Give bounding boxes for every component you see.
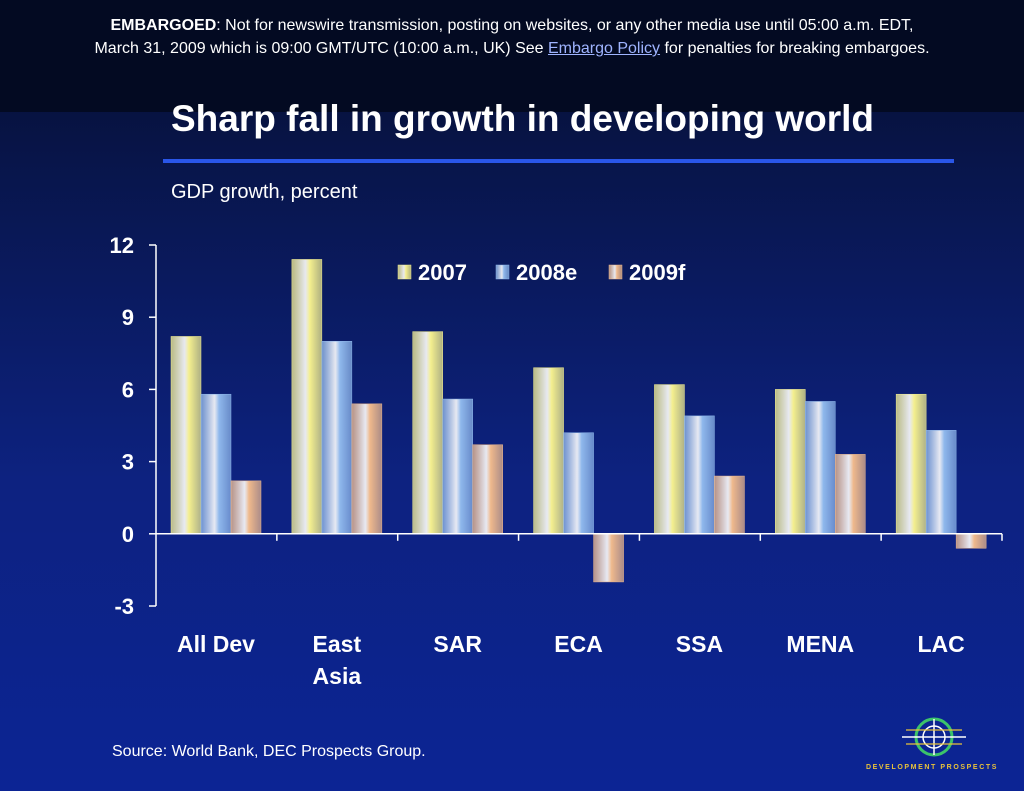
- legend-swatch-2009f: [608, 264, 623, 280]
- title-rule: [163, 159, 954, 163]
- chart-legend: 2007 2008e 2009f: [397, 260, 686, 285]
- bar-2007-1: [291, 259, 323, 535]
- legend-label-2009f: 2009f: [629, 260, 686, 285]
- legend-swatch-2007: [397, 264, 412, 280]
- embargo-policy-link[interactable]: Embargo Policy: [547, 40, 661, 57]
- x-category-label: SAR: [433, 631, 482, 657]
- x-category-label: All Dev: [177, 631, 255, 657]
- y-tick-label: 3: [122, 450, 134, 475]
- y-tick-label: 9: [122, 305, 134, 330]
- embargo-line1: : Not for newswire transmission, posting…: [216, 17, 914, 34]
- bar-2008e-0: [200, 393, 232, 535]
- legend-label-2008e: 2008e: [516, 260, 577, 285]
- y-tick-label: -3: [114, 594, 134, 619]
- bar-2009f-4: [714, 475, 745, 535]
- legend-swatch-2008e: [495, 264, 510, 280]
- bar-2007-5: [775, 389, 806, 535]
- bar-2008e-6: [925, 430, 957, 535]
- bar-2007-0: [170, 336, 202, 535]
- bar-2009f-6: [955, 533, 987, 549]
- bar-2009f-2: [472, 444, 503, 535]
- bar-2009f-0: [230, 480, 262, 535]
- x-category-label: ECA: [554, 631, 603, 657]
- page-title: Sharp fall in growth in developing world: [171, 98, 875, 139]
- embargo-banner: EMBARGOED: Not for newswire transmission…: [0, 0, 1024, 112]
- source-note: Source: World Bank, DEC Prospects Group.: [112, 743, 426, 760]
- bar-2009f-3: [593, 533, 624, 583]
- x-category-label: SSA: [676, 631, 723, 657]
- bar-2007-4: [654, 384, 685, 535]
- axes-layer: 12 9 6 3 0 -3 All Dev East Asia SAR ECA SSA MENA LAC: [110, 233, 1003, 689]
- x-category-label: LAC: [918, 631, 965, 657]
- y-tick-label: 6: [122, 377, 134, 402]
- x-category-label: East Asia: [313, 631, 362, 689]
- bar-2009f-5: [835, 454, 866, 535]
- embargo-notice: EMBARGOED: Not for newswire transmission…: [20, 14, 1004, 60]
- bar-2007-6: [895, 393, 927, 535]
- bar-2008e-3: [563, 432, 594, 535]
- embargo-label: EMBARGOED: [110, 17, 217, 34]
- embargo-line2-post: for penalties for breaking embargoes.: [660, 40, 930, 57]
- bar-2007-2: [412, 331, 443, 535]
- bar-2008e-4: [684, 415, 715, 535]
- development-prospects-logo: [902, 717, 966, 757]
- bar-2008e-2: [442, 398, 473, 535]
- y-tick-label: 12: [110, 233, 134, 258]
- bar-2008e-1: [321, 341, 353, 535]
- legend-label-2007: 2007: [418, 260, 467, 285]
- bars-layer: [170, 259, 987, 583]
- embargo-line2-pre: March 31, 2009 which is 09:00 GMT/UTC (1…: [94, 40, 548, 57]
- bar-2009f-1: [351, 403, 383, 535]
- y-tick-label: 0: [122, 522, 134, 547]
- x-category-label: MENA: [786, 631, 854, 657]
- logo-caption: DEVELOPMENT PROSPECTS: [865, 764, 998, 771]
- chart-subtitle: GDP growth, percent: [171, 181, 358, 203]
- bar-2007-3: [533, 367, 564, 535]
- bar-2008e-5: [805, 401, 836, 535]
